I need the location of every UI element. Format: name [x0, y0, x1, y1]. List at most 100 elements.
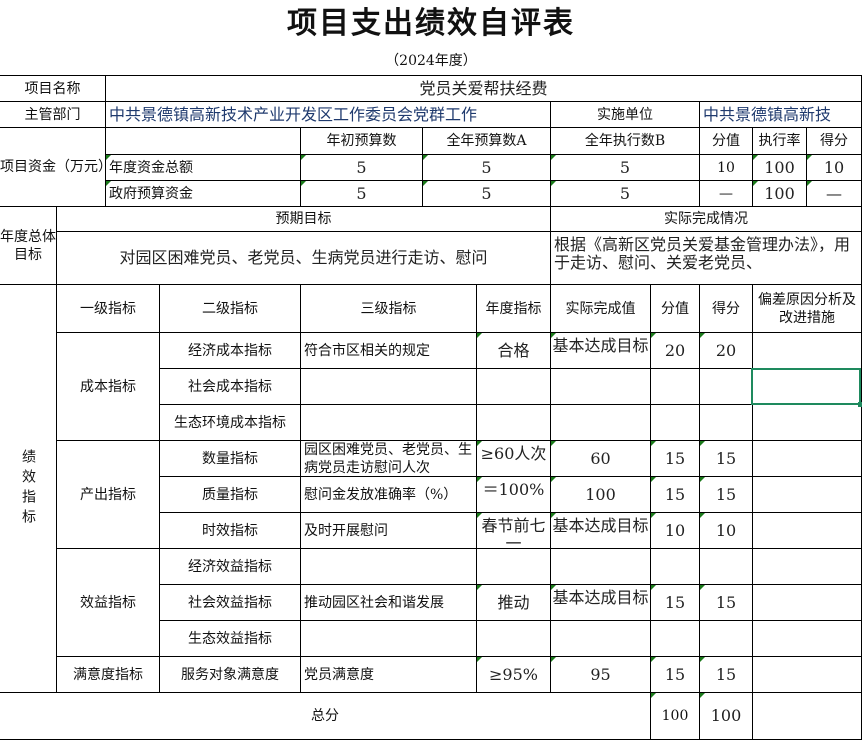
- funds-value[interactable]: 5: [423, 181, 551, 207]
- level1-indicator[interactable]: 成本指标: [57, 333, 160, 441]
- indicator-note[interactable]: [753, 477, 862, 513]
- indicator-score[interactable]: 15: [651, 657, 700, 693]
- indicator-actual[interactable]: 基本达成目标: [551, 513, 651, 549]
- indicator-l3[interactable]: [301, 621, 477, 657]
- sheet-title[interactable]: 项目支出绩效自评表: [287, 5, 575, 41]
- funds-value[interactable]: 5: [551, 181, 700, 207]
- indicator-l3[interactable]: 园区困难党员、老党员、生病党员走访慰问人次: [301, 441, 477, 477]
- funds-value[interactable]: 100: [753, 181, 807, 207]
- indicator-target[interactable]: ＝100%: [477, 477, 551, 513]
- perf-indicators-label[interactable]: 绩效指标: [0, 285, 57, 693]
- funds-value[interactable]: 100: [753, 155, 807, 181]
- indicator-l3[interactable]: [301, 405, 477, 441]
- expected-goal-text[interactable]: 对园区困难党员、老党员、生病党员进行走访、慰问: [57, 232, 551, 285]
- indicator-actual[interactable]: [551, 621, 651, 657]
- indicator-l2[interactable]: 服务对象满意度: [160, 657, 301, 693]
- funds-row-label[interactable]: 年度资金总额: [106, 155, 301, 181]
- funds-value[interactable]: 5: [301, 155, 423, 181]
- funds-value[interactable]: 5: [551, 155, 700, 181]
- indicator-l2[interactable]: 社会成本指标: [160, 369, 301, 405]
- indicator-l2[interactable]: 数量指标: [160, 441, 301, 477]
- indicator-note[interactable]: [753, 513, 862, 549]
- indicator-target[interactable]: [477, 549, 551, 585]
- actual-result-text[interactable]: 根据《高新区党员关爱基金管理办法》，用于走访、慰问、关爱老党员、: [551, 232, 862, 285]
- indicator-actual[interactable]: 100: [551, 477, 651, 513]
- funds-value[interactable]: 5: [423, 155, 551, 181]
- funds-label[interactable]: 项目资金（万元）: [0, 128, 106, 207]
- perf-header-1[interactable]: 二级指标: [160, 285, 301, 333]
- funds-header-blank[interactable]: [106, 128, 301, 155]
- indicator-got[interactable]: [700, 369, 753, 405]
- indicator-actual[interactable]: 基本达成目标: [551, 333, 651, 369]
- indicator-got[interactable]: 10: [700, 513, 753, 549]
- perf-header-0[interactable]: 一级指标: [57, 285, 160, 333]
- indicator-note[interactable]: [753, 621, 862, 657]
- indicator-note[interactable]: [753, 549, 862, 585]
- indicator-actual[interactable]: [551, 405, 651, 441]
- indicator-target[interactable]: [477, 621, 551, 657]
- total-score[interactable]: 100: [651, 693, 700, 740]
- funds-header-3[interactable]: 分值: [700, 128, 753, 155]
- total-note[interactable]: [753, 693, 862, 740]
- perf-header-4[interactable]: 实际完成值: [551, 285, 651, 333]
- indicator-note[interactable]: [753, 405, 862, 441]
- funds-row-label[interactable]: 政府预算资金: [106, 181, 301, 207]
- indicator-target[interactable]: 春节前七一: [477, 513, 551, 549]
- indicator-got[interactable]: [700, 405, 753, 441]
- funds-value[interactable]: —: [807, 181, 862, 207]
- dept-label[interactable]: 主管部门: [0, 102, 106, 128]
- indicator-l2[interactable]: 质量指标: [160, 477, 301, 513]
- indicator-score[interactable]: [651, 621, 700, 657]
- indicator-target[interactable]: 合格: [477, 333, 551, 369]
- indicator-score[interactable]: [651, 405, 700, 441]
- indicator-score[interactable]: 20: [651, 333, 700, 369]
- total-got[interactable]: 100: [700, 693, 753, 740]
- indicator-score[interactable]: 15: [651, 441, 700, 477]
- indicator-l3[interactable]: 符合市区相关的规定: [301, 333, 477, 369]
- perf-header-6[interactable]: 得分: [700, 285, 753, 333]
- level1-indicator[interactable]: 产出指标: [57, 441, 160, 549]
- funds-header-0[interactable]: 年初预算数: [301, 128, 423, 155]
- indicator-note[interactable]: [753, 657, 862, 693]
- indicator-actual[interactable]: 60: [551, 441, 651, 477]
- indicator-l3[interactable]: 党员满意度: [301, 657, 477, 693]
- project-name-label[interactable]: 项目名称: [0, 76, 106, 102]
- funds-header-4[interactable]: 执行率: [753, 128, 807, 155]
- indicator-l2[interactable]: 生态效益指标: [160, 621, 301, 657]
- indicator-target[interactable]: [477, 405, 551, 441]
- indicator-target[interactable]: ≥60人次: [477, 441, 551, 477]
- indicator-actual[interactable]: [551, 549, 651, 585]
- indicator-l2[interactable]: 社会效益指标: [160, 585, 301, 621]
- perf-header-7[interactable]: 偏差原因分析及改进措施: [753, 285, 862, 333]
- year-label[interactable]: （2024年度）: [0, 47, 862, 76]
- indicator-got[interactable]: 15: [700, 477, 753, 513]
- funds-value[interactable]: —: [700, 181, 753, 207]
- indicator-l3[interactable]: [301, 549, 477, 585]
- funds-header-5[interactable]: 得分: [807, 128, 862, 155]
- indicator-got[interactable]: 15: [700, 657, 753, 693]
- expected-goal-header[interactable]: 预期目标: [57, 207, 551, 232]
- indicator-l2[interactable]: 生态环境成本指标: [160, 405, 301, 441]
- indicator-target[interactable]: ≥95%: [477, 657, 551, 693]
- indicator-l2[interactable]: 时效指标: [160, 513, 301, 549]
- funds-value[interactable]: 10: [700, 155, 753, 181]
- level1-indicator[interactable]: 效益指标: [57, 549, 160, 657]
- indicator-score[interactable]: 15: [651, 585, 700, 621]
- indicator-actual[interactable]: [551, 369, 651, 405]
- indicator-score[interactable]: 15: [651, 477, 700, 513]
- indicator-l2[interactable]: 经济成本指标: [160, 333, 301, 369]
- perf-header-2[interactable]: 三级指标: [301, 285, 477, 333]
- indicator-l3[interactable]: 推动园区社会和谐发展: [301, 585, 477, 621]
- indicator-target[interactable]: [477, 369, 551, 405]
- total-label[interactable]: 总分: [0, 693, 651, 740]
- indicator-actual[interactable]: 基本达成目标: [551, 585, 651, 621]
- indicator-got[interactable]: 15: [700, 441, 753, 477]
- indicator-l2[interactable]: 经济效益指标: [160, 549, 301, 585]
- funds-value[interactable]: 10: [807, 155, 862, 181]
- funds-header-2[interactable]: 全年执行数B: [551, 128, 700, 155]
- indicator-note[interactable]: [753, 585, 862, 621]
- indicator-note[interactable]: [753, 333, 862, 369]
- indicator-target[interactable]: 推动: [477, 585, 551, 621]
- indicator-l3[interactable]: 慰问金发放准确率（%）: [301, 477, 477, 513]
- indicator-got[interactable]: [700, 549, 753, 585]
